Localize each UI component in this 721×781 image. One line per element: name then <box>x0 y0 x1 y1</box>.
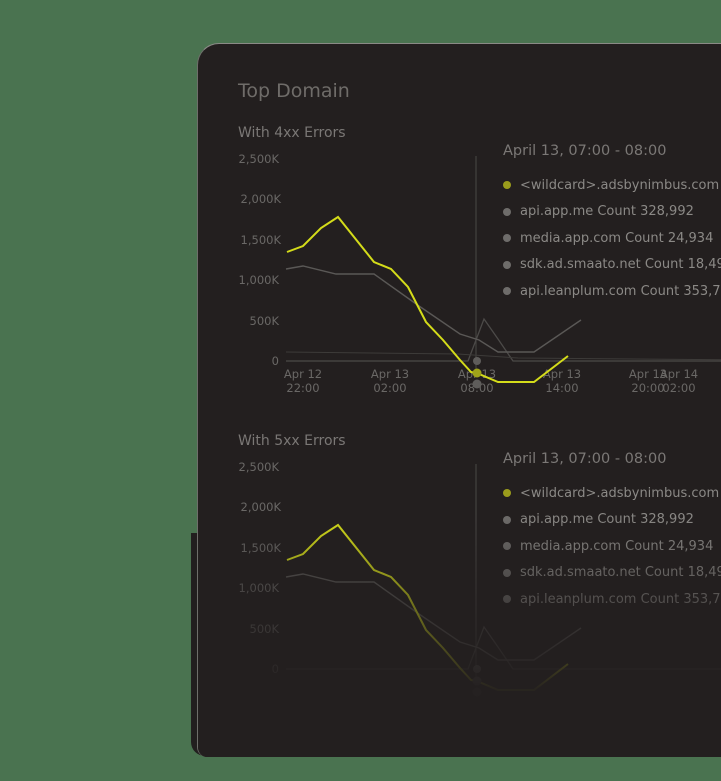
svg-text:Apr 12: Apr 12 <box>284 367 322 381</box>
svg-text:1,500K: 1,500K <box>241 541 282 555</box>
svg-text:500K: 500K <box>250 622 280 636</box>
tooltip-row: api.app.me Count 328,992 <box>503 507 721 534</box>
svg-text:02:00: 02:00 <box>373 381 406 395</box>
tooltip-row: <wildcard>.adsbynimbus.com C <box>503 172 721 199</box>
y-tick: 1,000K <box>239 273 280 287</box>
chart-4xx-subtitle: With 4xx Errors <box>238 125 346 141</box>
grey-point <box>472 379 482 389</box>
svg-text:0: 0 <box>272 662 279 676</box>
y-tick: 2,000K <box>241 192 282 206</box>
svg-text:Apr 14: Apr 14 <box>660 367 698 381</box>
y-tick: 0 <box>272 354 279 368</box>
series-dot-icon <box>503 515 511 524</box>
svg-text:20:00: 20:00 <box>631 381 664 395</box>
svg-text:14:00: 14:00 <box>545 381 578 395</box>
tooltip-title: April 13, 07:00 - 08:00 <box>503 143 667 159</box>
series-dot-icon <box>503 234 511 243</box>
svg-text:1,000K: 1,000K <box>239 581 280 595</box>
svg-text:2,500K: 2,500K <box>239 460 280 474</box>
svg-text:Apr 13: Apr 13 <box>371 367 409 381</box>
svg-text:Apr 13: Apr 13 <box>543 367 581 381</box>
chart-5xx-subtitle: With 5xx Errors <box>238 433 346 449</box>
svg-text:Apr 13: Apr 13 <box>629 367 667 381</box>
tooltip-row: api.app.me Count 328,992 <box>503 199 721 226</box>
tooltip-title: April 13, 07:00 - 08:00 <box>503 451 667 467</box>
tooltip-row: sdk.ad.smaato.net Count 18,49 <box>503 252 721 279</box>
card-title: Top Domain <box>238 80 350 102</box>
svg-text:02:00: 02:00 <box>662 381 695 395</box>
chart-4xx-tooltip: April 13, 07:00 - 08:00 <wildcard>.adsby… <box>503 143 721 305</box>
series-dot-icon <box>503 207 511 216</box>
series-dot-icon <box>503 568 511 577</box>
series-dot-icon <box>503 595 511 604</box>
tooltip-row: media.app.com Count 24,934 <box>503 533 721 560</box>
series-dot-icon <box>503 287 511 296</box>
tooltip-row: <wildcard>.adsbynimbus.com C <box>503 480 721 507</box>
series-dot-icon <box>503 542 511 551</box>
accent-point <box>472 368 482 378</box>
series-dot-icon <box>503 489 511 498</box>
y-tick: 2,500K <box>239 152 280 166</box>
grey-point <box>473 357 481 365</box>
svg-text:22:00: 22:00 <box>286 381 319 395</box>
tooltip-row: media.app.com Count 24,934 <box>503 225 721 252</box>
series-dot-icon <box>503 181 511 190</box>
tooltip-row: api.leanplum.com Count 353,73 <box>503 586 721 613</box>
tooltip-row: api.leanplum.com Count 353,73 <box>503 278 721 305</box>
tooltip-row: sdk.ad.smaato.net Count 18,49 <box>503 560 721 587</box>
y-tick: 1,500K <box>241 233 282 247</box>
chart-5xx-tooltip: April 13, 07:00 - 08:00 <wildcard>.adsby… <box>503 451 721 613</box>
x-axis-labels: Apr 12 22:00 Apr 13 02:00 Apr 13 08:00 A… <box>284 367 698 395</box>
y-tick: 500K <box>250 314 280 328</box>
svg-text:2,000K: 2,000K <box>241 500 282 514</box>
top-domain-card: Top Domain With 4xx Errors 2,500K 2,000K… <box>197 43 721 757</box>
series-dot-icon <box>503 260 511 269</box>
